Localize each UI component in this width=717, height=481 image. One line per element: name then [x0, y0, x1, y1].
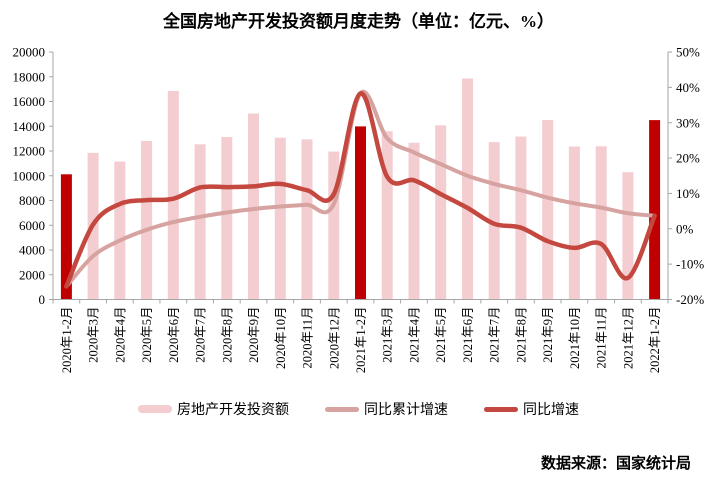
- right-axis-tick-label: 30%: [676, 115, 700, 130]
- right-axis-tick-label: 50%: [676, 45, 700, 60]
- investment-bar: [221, 137, 233, 300]
- legend-label-cumulative-growth: 同比累计增速: [364, 403, 448, 418]
- x-axis-label: 2020年7月: [194, 307, 208, 363]
- legend-line-swatch-yoy-growth: [484, 406, 518, 412]
- legend-bar-swatch-investment: [138, 405, 172, 413]
- legend-line-swatch-cumulative-growth: [325, 406, 359, 412]
- left-axis-tick-label: 2000: [19, 267, 45, 282]
- left-axis-tick-label: 14000: [13, 119, 46, 134]
- left-axis-tick-label: 16000: [13, 94, 46, 109]
- x-axis-label: 2021年7月: [488, 307, 502, 363]
- investment-bar: [381, 131, 393, 300]
- left-axis-tick-label: 8000: [19, 193, 45, 208]
- x-axis-label: 2020年11月: [301, 307, 315, 369]
- x-axis-label: 2021年11月: [595, 307, 609, 369]
- right-axis-tick-label: 10%: [676, 186, 700, 201]
- investment-bar: [542, 120, 554, 300]
- investment-bar: [515, 136, 527, 300]
- left-axis-tick-label: 10000: [13, 168, 46, 183]
- legend-label-investment: 房地产开发投资额: [177, 403, 289, 418]
- legend: 房地产开发投资额 同比累计增速 同比增速: [0, 399, 717, 419]
- x-axis-label: 2022年1-2月: [648, 307, 662, 374]
- investment-bar: [355, 126, 366, 300]
- left-axis-tick-label: 6000: [19, 218, 45, 233]
- right-axis-tick-label: 0%: [676, 221, 694, 236]
- x-axis-label: 2020年9月: [247, 307, 261, 363]
- investment-bar: [328, 151, 340, 300]
- x-axis-label: 2021年6月: [461, 307, 475, 363]
- x-axis-label: 2021年5月: [434, 307, 448, 363]
- x-axis-label: 2020年5月: [140, 307, 154, 363]
- investment-bar: [435, 125, 447, 300]
- investment-bar: [488, 142, 500, 300]
- legend-item-yoy-growth: 同比增速: [484, 399, 579, 419]
- right-axis-tick-label: 20%: [676, 151, 700, 166]
- investment-bar: [595, 146, 607, 300]
- x-axis-label: 2020年6月: [167, 307, 181, 363]
- left-axis-tick-label: 12000: [13, 144, 46, 159]
- data-source: 数据来源：国家统计局: [540, 456, 691, 472]
- x-axis-label: 2021年12月: [621, 307, 635, 370]
- investment-bar: [408, 142, 420, 300]
- plot-area: 0 2000 4000 6000 8000 10000 12000 14000 16000 180…: [13, 45, 705, 374]
- right-axis-tick-label: -10%: [676, 257, 704, 272]
- investment-bar: [649, 120, 661, 300]
- investment-bar: [462, 78, 473, 300]
- investment-bar: [141, 140, 153, 300]
- left-axis-tick-label: 20000: [13, 45, 46, 60]
- right-axis-tick-label: -20%: [676, 292, 704, 307]
- investment-bar: [568, 146, 580, 300]
- x-axis-label: 2020年1-2月: [60, 307, 74, 374]
- investment-bar: [194, 144, 206, 300]
- x-axis-label: 2021年1-2月: [354, 307, 368, 374]
- investment-bar: [274, 137, 286, 300]
- right-axis-tick-label: 40%: [676, 80, 700, 95]
- left-axis-tick-label: 0: [39, 292, 46, 307]
- left-axis-tick-label: 4000: [19, 243, 45, 258]
- legend-label-yoy-growth: 同比增速: [523, 403, 579, 418]
- x-axis-label: 2021年10月: [568, 307, 582, 370]
- investment-bar: [248, 113, 259, 300]
- investment-bar: [60, 174, 72, 300]
- legend-item-cumulative-growth: 同比累计增速: [325, 399, 448, 419]
- x-axis-label: 2020年8月: [220, 307, 234, 363]
- chart-title: 全国房地产开发投资额月度走势（单位：亿元、%）: [163, 12, 554, 31]
- left-axis-tick-label: 18000: [13, 69, 46, 84]
- investment-bar: [301, 139, 313, 300]
- investment-bar: [114, 161, 126, 300]
- investment-bar: [622, 172, 634, 300]
- x-axis-label: 2021年4月: [407, 307, 421, 363]
- investment-bar: [167, 90, 179, 300]
- x-axis-label: 2021年9月: [541, 307, 555, 363]
- x-axis-label: 2020年4月: [113, 307, 127, 363]
- legend-item-investment: 房地产开发投资额: [138, 399, 289, 419]
- x-axis-label: 2021年8月: [514, 307, 528, 363]
- x-axis-label: 2020年10月: [274, 307, 288, 370]
- x-axis-label: 2021年3月: [381, 307, 395, 363]
- x-axis-label: 2020年12月: [327, 307, 341, 370]
- x-axis-label: 2020年3月: [87, 307, 101, 363]
- yoy-growth-line: [64, 91, 657, 289]
